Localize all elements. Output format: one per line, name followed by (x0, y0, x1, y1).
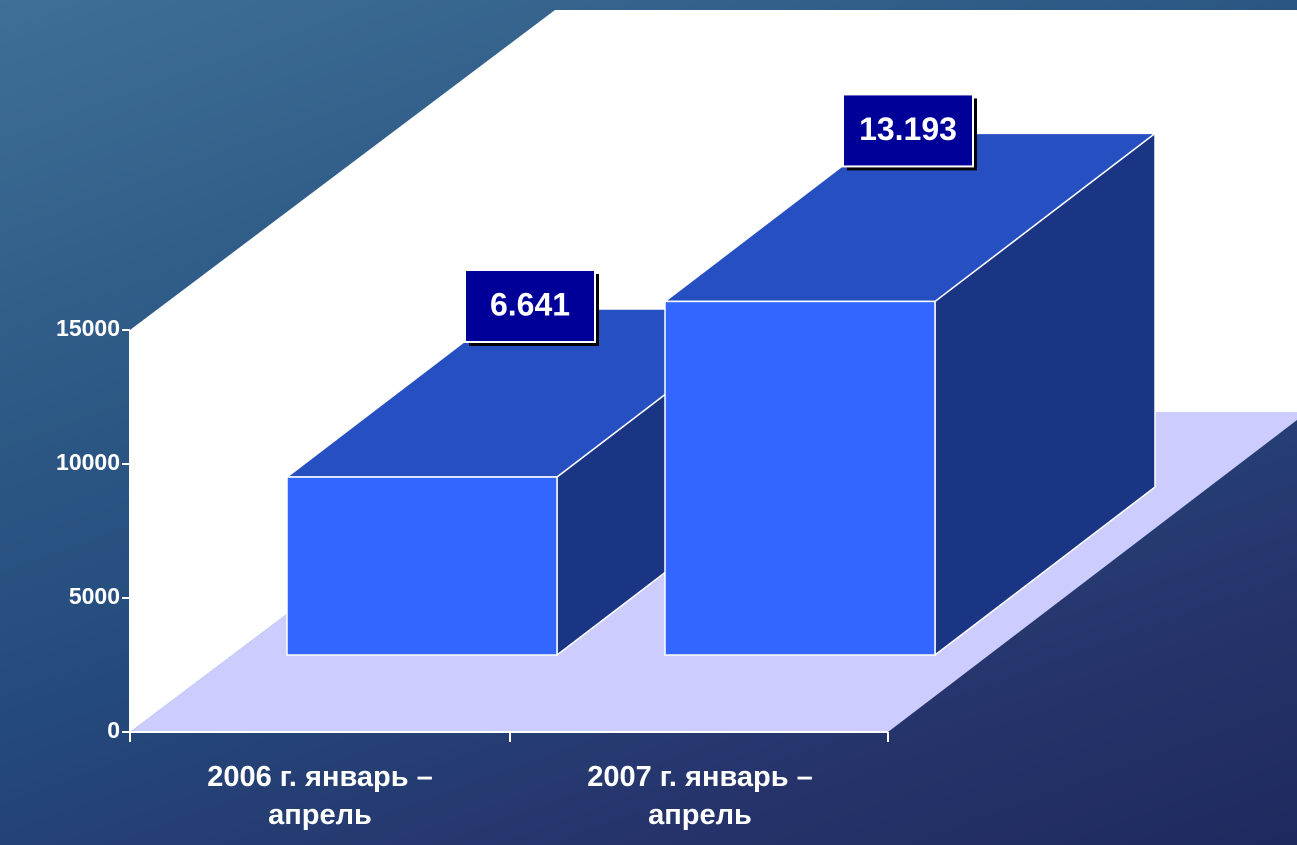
bar (287, 477, 557, 655)
bar (665, 301, 935, 655)
slide: 0 5000 10000 15000 6.641 13.193 2006 г. январ… (0, 0, 1297, 845)
y-tick-label: 10000 (56, 449, 120, 475)
value-label: 13.193 (859, 111, 957, 147)
value-label: 6.641 (490, 286, 570, 322)
y-tick-label: 15000 (56, 315, 120, 341)
y-tick-label: 0 (107, 717, 120, 743)
y-tick-label: 5000 (69, 583, 120, 609)
x-tick-label: 2006 г. январь – апрель (160, 758, 480, 834)
x-tick-label: 2007 г. январь – апрель (540, 758, 860, 834)
chart: 0 5000 10000 15000 6.641 13.193 (0, 0, 1297, 845)
